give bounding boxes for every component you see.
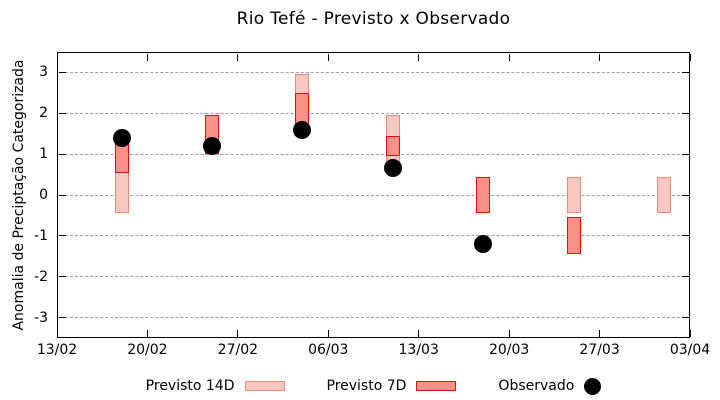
y-tick-left <box>58 153 66 155</box>
x-tick-top <box>508 53 510 61</box>
x-tick-top <box>237 53 239 61</box>
legend-label-previsto-14d: Previsto 14D <box>145 378 235 394</box>
legend-label-previsto-7d: Previsto 7D <box>326 378 407 394</box>
x-tick-bottom <box>418 329 420 337</box>
observed-dot <box>474 235 493 254</box>
x-tick-top <box>327 53 329 61</box>
x-tick-label: 03/04 <box>669 342 711 358</box>
y-tick-label: 2 <box>39 105 48 122</box>
plot-area <box>57 52 690 338</box>
legend-item-previsto-7d: Previsto 7D <box>327 378 457 394</box>
gridline <box>60 194 685 196</box>
previsto-7d-bar <box>566 217 581 255</box>
legend-item-observado: Observado <box>498 377 602 395</box>
y-tick-label: -2 <box>34 268 48 285</box>
x-tick-top <box>418 53 420 61</box>
x-tick-bottom <box>689 329 691 337</box>
gridline <box>60 153 685 155</box>
x-tick-bottom <box>237 329 239 337</box>
legend-swatch-observado-dot <box>584 377 602 395</box>
y-tick-left <box>58 112 66 114</box>
x-tick-label: 13/02 <box>36 342 78 358</box>
legend-swatch-previsto-14d <box>244 381 285 391</box>
y-tick-label: 0 <box>39 187 48 203</box>
x-tick-label: 06/03 <box>308 342 349 358</box>
y-tick-left <box>58 194 66 196</box>
chart-title: Rio Tefé - Previsto x Observado <box>236 9 511 29</box>
x-tick-bottom <box>327 329 329 337</box>
y-tick-label: -3 <box>34 309 48 326</box>
y-tick-label: -1 <box>34 227 48 244</box>
y-tick-right <box>681 317 689 319</box>
observed-dot <box>203 136 222 155</box>
x-tick-bottom <box>599 329 601 337</box>
y-tick-right <box>681 71 689 73</box>
gridline <box>60 317 685 319</box>
x-tick-top <box>56 53 58 61</box>
y-tick-right <box>681 276 689 278</box>
y-tick-right <box>681 235 689 237</box>
x-tick-top <box>146 53 148 61</box>
y-tick-left <box>58 235 66 237</box>
y-tick-right <box>681 194 689 196</box>
observed-dot <box>383 159 402 178</box>
gridline <box>60 235 685 237</box>
x-tick-label: 20/02 <box>127 342 168 358</box>
observed-dot <box>112 128 131 147</box>
x-tick-bottom <box>508 329 510 337</box>
y-tick-right <box>681 112 689 114</box>
x-tick-label: 20/03 <box>488 342 530 358</box>
legend: Previsto 14D Previsto 7D Observado <box>57 374 690 398</box>
legend-label-observado: Observado <box>498 378 575 394</box>
previsto-7d-bar <box>476 176 491 214</box>
x-tick-bottom <box>56 329 58 337</box>
legend-item-previsto-14d: Previsto 14D <box>146 378 285 394</box>
x-tick-label: 27/02 <box>217 342 259 358</box>
y-tick-left <box>58 317 66 319</box>
previsto-14d-bar <box>566 176 581 214</box>
y-tick-label: 1 <box>39 146 48 163</box>
previsto-14d-bar <box>657 176 672 214</box>
gridline <box>60 276 685 278</box>
legend-swatch-previsto-7d <box>416 381 457 391</box>
x-tick-bottom <box>146 329 148 337</box>
y-tick-left <box>58 276 66 278</box>
observed-dot <box>293 120 312 139</box>
gridline <box>60 112 685 114</box>
x-tick-top <box>599 53 601 61</box>
previsto-7d-bar <box>385 135 400 157</box>
x-tick-label: 27/03 <box>579 342 620 358</box>
y-tick-label: 3 <box>39 64 48 81</box>
y-tick-right <box>681 153 689 155</box>
x-tick-label: 13/03 <box>398 342 439 358</box>
y-tick-left <box>58 71 66 73</box>
gridline <box>60 71 685 73</box>
x-tick-top <box>689 53 691 61</box>
